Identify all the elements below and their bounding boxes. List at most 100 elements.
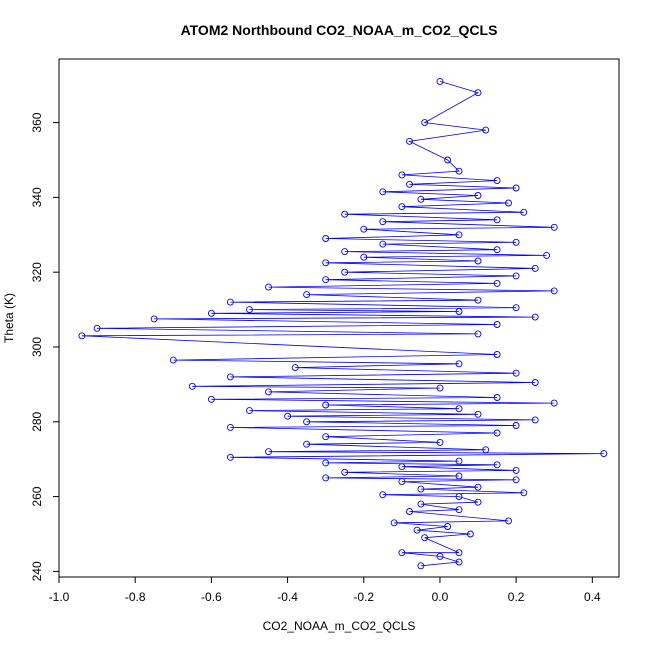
data-point [520, 489, 528, 497]
x-tick-label: -0.4 [277, 590, 298, 604]
data-point [417, 195, 425, 203]
x-tick-label: 0.4 [584, 590, 601, 604]
data-point [531, 379, 539, 386]
data-point [341, 210, 349, 218]
data-point [341, 248, 349, 256]
data-point [531, 264, 539, 272]
x-axis-ticks: -1.0 -0.8 -0.6 -0.4 -0.2 0.0 0.2 0.4 [49, 577, 601, 604]
data-point [398, 478, 406, 486]
chart-title: ATOM2 Northbound CO2_NOAA_m_CO2_QCLS [181, 22, 498, 38]
x-axis-label: CO2_NOAA_m_CO2_QCLS [263, 619, 416, 633]
data-point [303, 291, 311, 299]
data-point [444, 523, 452, 530]
data-point [322, 401, 330, 409]
data-point [474, 89, 482, 97]
data-point [226, 453, 234, 461]
data-point [226, 373, 234, 381]
x-tick-label: -0.8 [125, 590, 146, 604]
data-point [265, 448, 272, 456]
series-line [81, 81, 604, 567]
data-point [474, 410, 482, 418]
data-point [436, 77, 444, 85]
data-point [421, 534, 429, 542]
data-point [93, 324, 101, 332]
data-point [493, 321, 501, 328]
series-layer [78, 77, 608, 570]
y-tick-label: 240 [30, 561, 44, 581]
y-axis-ticks: 240 260 280 300 320 340 360 [30, 112, 59, 581]
data-point [455, 506, 463, 514]
data-point [417, 485, 425, 493]
data-point [303, 418, 311, 426]
data-point [550, 287, 558, 295]
data-point [291, 364, 299, 372]
y-tick-label: 300 [30, 337, 44, 357]
data-point [512, 272, 520, 280]
data-point [379, 188, 387, 196]
data-point [436, 552, 444, 560]
data-point [406, 508, 413, 515]
data-point [78, 332, 86, 340]
data-point [322, 235, 330, 242]
data-point [265, 283, 272, 291]
data-point [379, 491, 387, 499]
data-point [421, 119, 429, 127]
data-point [493, 394, 501, 401]
data-point [150, 315, 158, 323]
data-point [474, 483, 482, 491]
data-point [455, 457, 463, 465]
x-tick-label: -1.0 [49, 590, 70, 604]
data-point [413, 526, 421, 534]
y-tick-label: 360 [30, 112, 44, 132]
data-point [207, 309, 215, 317]
x-tick-label: -0.2 [353, 590, 374, 604]
data-point [550, 223, 558, 231]
data-point [493, 216, 501, 224]
data-point [398, 549, 406, 557]
x-tick-label: -0.6 [201, 590, 222, 604]
data-point [406, 137, 413, 145]
data-point [398, 171, 406, 179]
y-tick-label: 320 [30, 262, 44, 282]
data-point [550, 399, 558, 407]
data-point [493, 351, 501, 358]
data-point [512, 422, 520, 429]
data-point [474, 257, 482, 265]
data-point [474, 296, 482, 304]
data-point [303, 440, 311, 448]
data-point [455, 472, 463, 480]
y-tick-label: 260 [30, 486, 44, 506]
data-point [512, 304, 520, 312]
data-point [474, 330, 482, 338]
data-point [417, 562, 425, 570]
data-point [520, 208, 528, 216]
data-point [493, 246, 501, 254]
y-axis-label: Theta (K) [2, 293, 16, 343]
data-point [444, 156, 452, 164]
data-point [360, 253, 368, 261]
y-tick-label: 280 [30, 411, 44, 431]
data-point [493, 177, 501, 185]
data-point [398, 203, 406, 211]
data-point [379, 218, 387, 226]
data-point [505, 199, 512, 207]
data-point [493, 429, 501, 437]
data-point [455, 167, 463, 175]
data-point [455, 493, 463, 501]
data-point [322, 474, 330, 482]
data-point [455, 549, 463, 557]
data-point [512, 466, 520, 474]
data-point [512, 184, 520, 192]
data-point [390, 519, 398, 527]
x-tick-label: 0.2 [508, 590, 525, 604]
data-point [531, 313, 539, 321]
data-point [417, 500, 425, 508]
data-point [207, 395, 215, 403]
data-point [512, 476, 520, 484]
data-point [169, 356, 177, 364]
data-point [505, 517, 512, 525]
data-point [226, 423, 234, 431]
data-point [322, 276, 330, 284]
